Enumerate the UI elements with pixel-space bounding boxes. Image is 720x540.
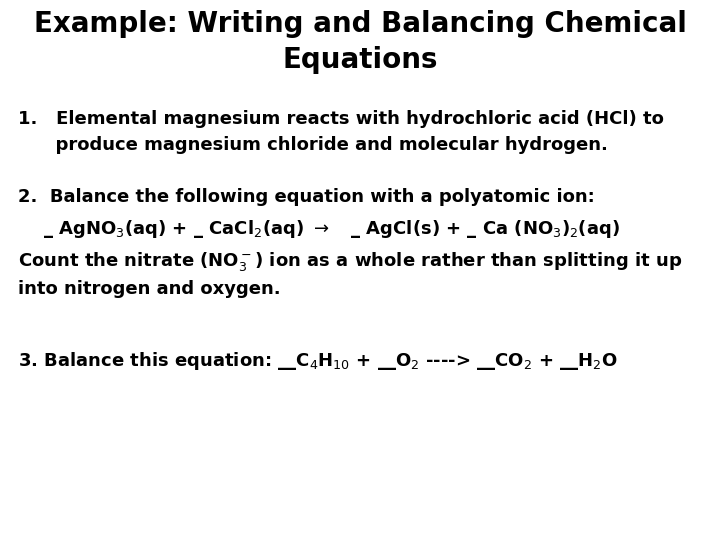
Text: Example: Writing and Balancing Chemical
Equations: Example: Writing and Balancing Chemical …: [34, 10, 686, 73]
Text: into nitrogen and oxygen.: into nitrogen and oxygen.: [18, 280, 281, 298]
Text: 2.  Balance the following equation with a polyatomic ion:: 2. Balance the following equation with a…: [18, 188, 595, 206]
Text: Count the nitrate (NO$_3^-$) ion as a whole rather than splitting it up: Count the nitrate (NO$_3^-$) ion as a wh…: [18, 250, 683, 273]
Text: 3. Balance this equation: __C$_4$H$_{10}$ + __O$_2$ ----> __CO$_2$ + __H$_2$O: 3. Balance this equation: __C$_4$H$_{10}…: [18, 350, 618, 372]
Text: _ AgNO$_3$(aq) + _ CaCl$_2$(aq) $\rightarrow$   _ AgCl(s) + _ Ca (NO$_3$)$_2$(aq: _ AgNO$_3$(aq) + _ CaCl$_2$(aq) $\righta…: [18, 218, 620, 240]
Text: 1.   Elemental magnesium reacts with hydrochloric acid (HCl) to
      produce ma: 1. Elemental magnesium reacts with hydro…: [18, 110, 664, 154]
